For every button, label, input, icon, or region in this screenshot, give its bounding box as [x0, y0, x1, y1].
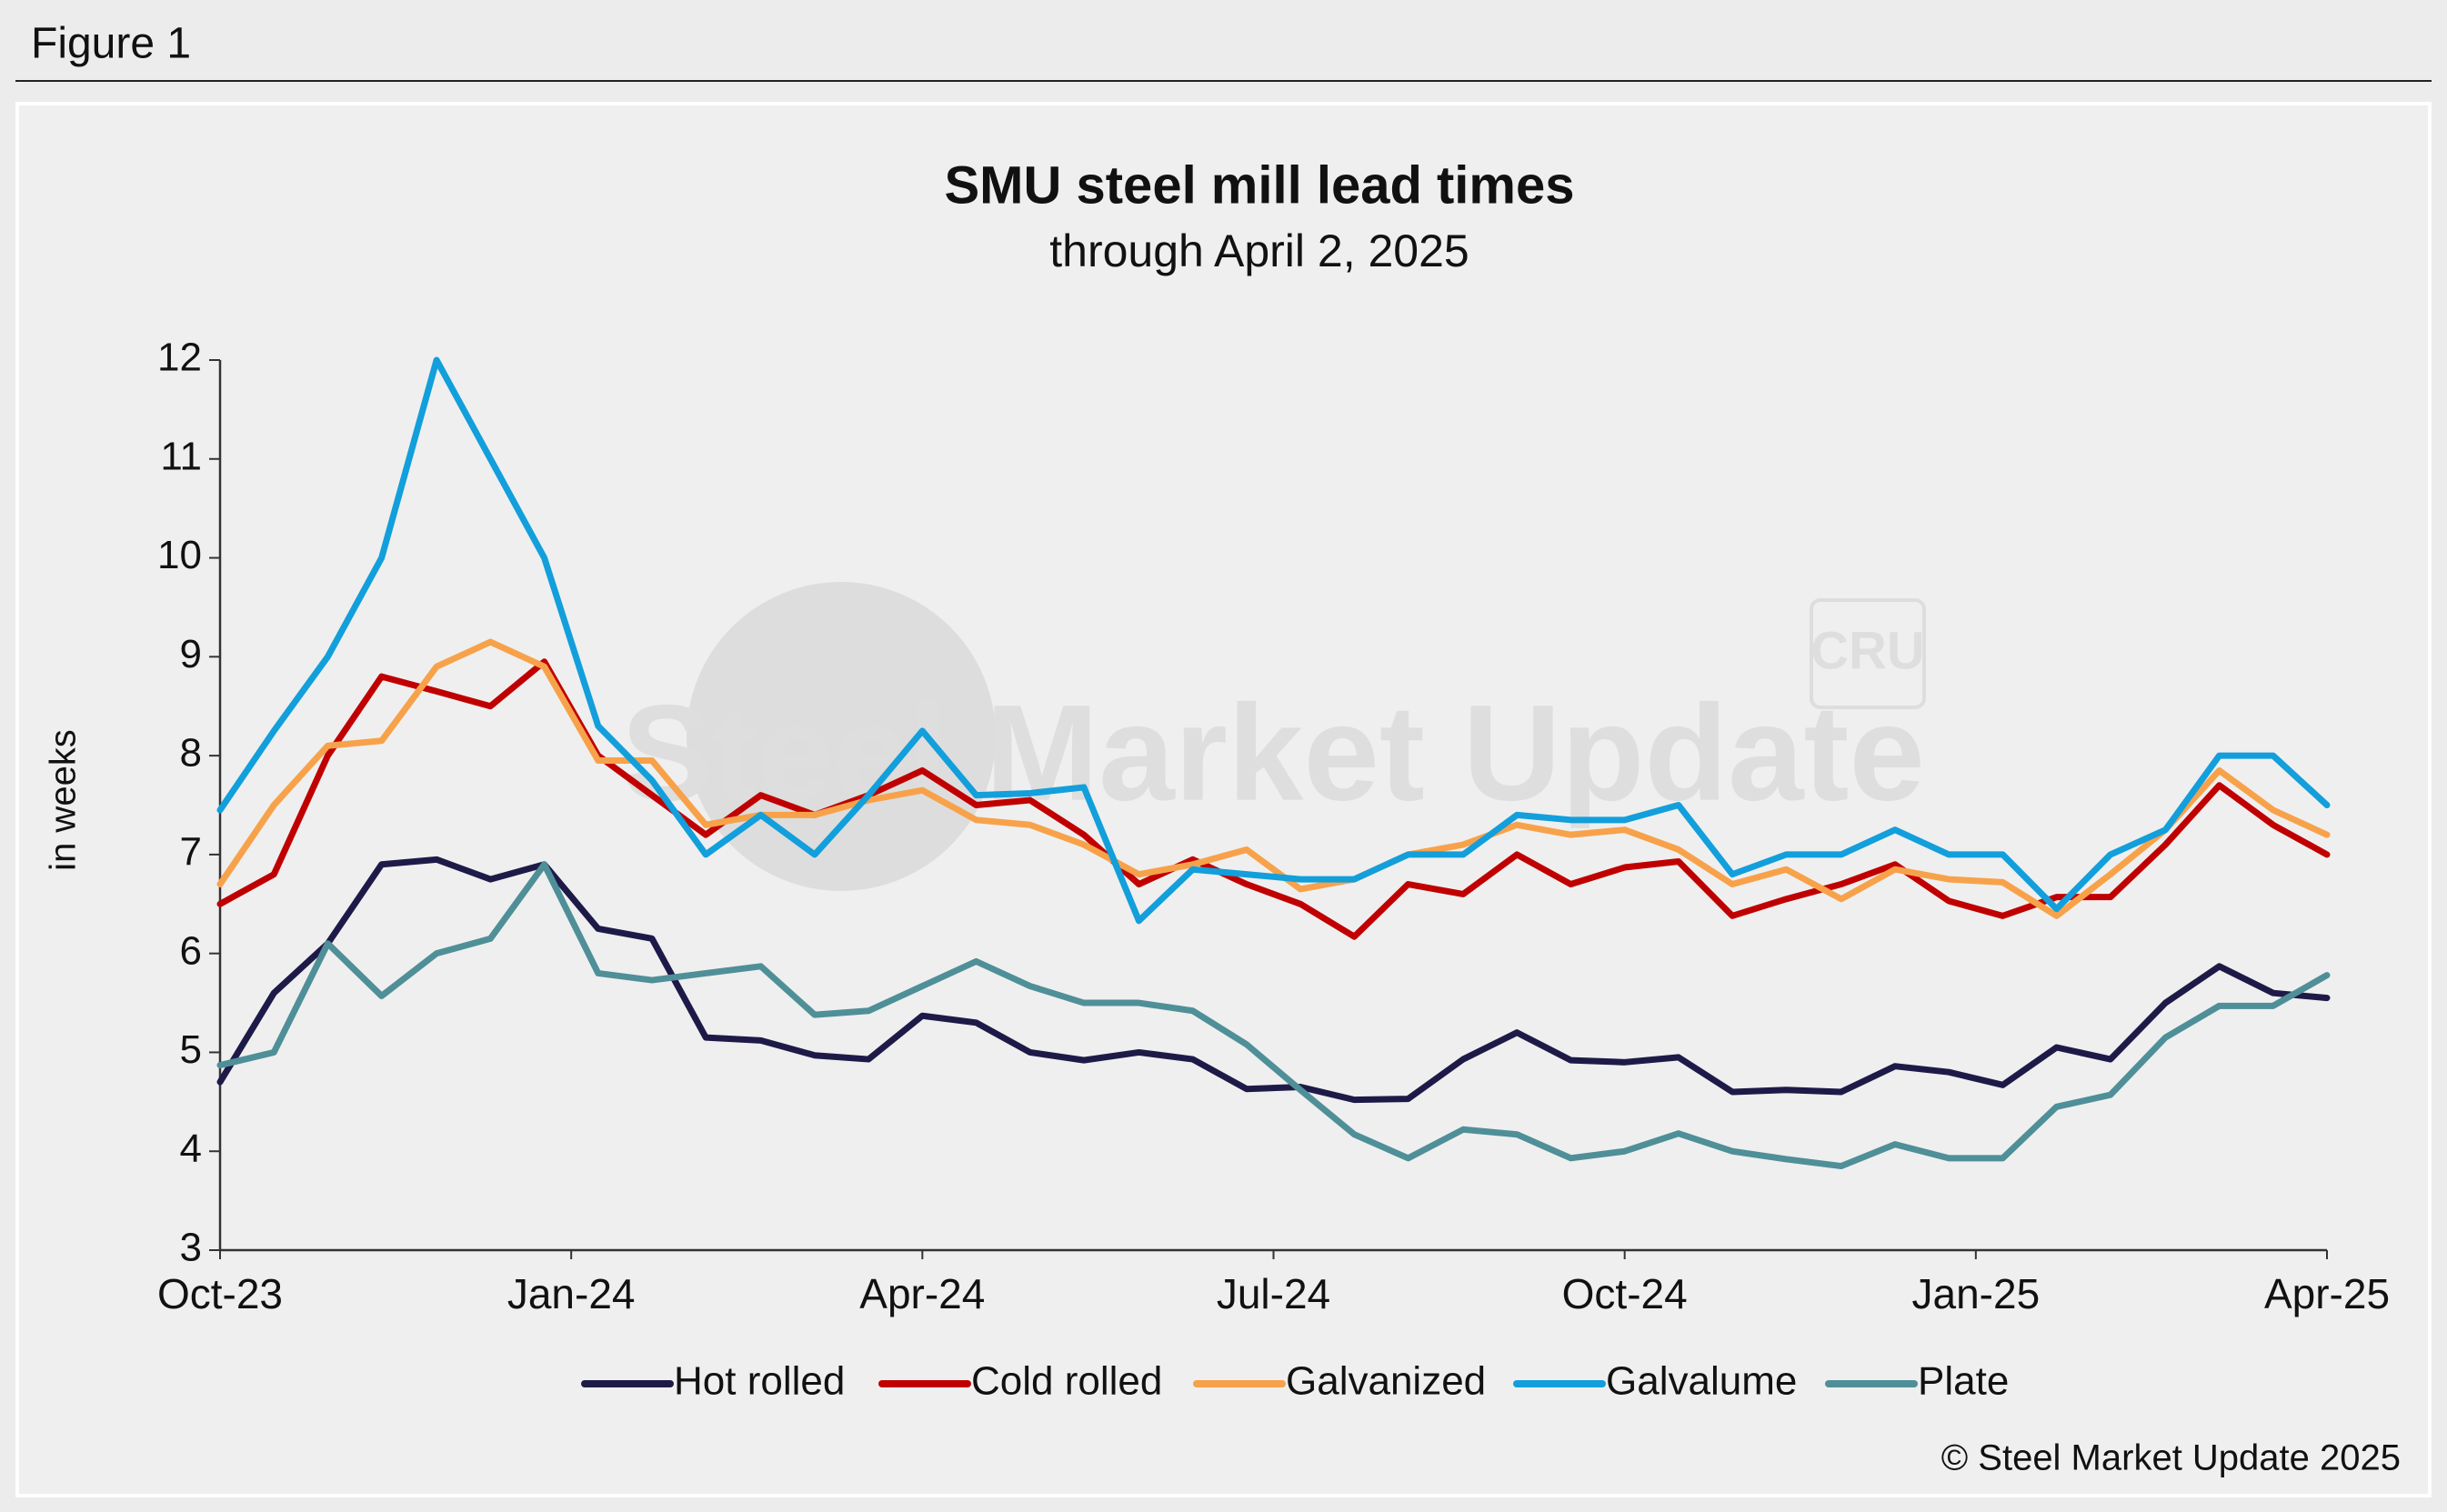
copyright: © Steel Market Update 2025: [1941, 1438, 2401, 1478]
y-tick-label: 6: [180, 928, 202, 973]
legend-label: Galvalume: [1606, 1359, 1797, 1404]
watermark-logo: CRU: [1810, 621, 1925, 680]
series-line: [216, 861, 2331, 1170]
chart-title: SMU steel mill lead times: [944, 155, 1574, 215]
legend-label: Cold rolled: [971, 1359, 1162, 1404]
x-tick-label: Jan-25: [1912, 1270, 2041, 1317]
series-line: [216, 356, 2331, 925]
x-tick-label: Jul-24: [1217, 1270, 1330, 1317]
x-tick-label: Jan-24: [507, 1270, 636, 1317]
y-tick-label: 5: [180, 1027, 202, 1072]
watermark-logo-box: [1810, 598, 1926, 709]
y-tick-label: 11: [160, 434, 202, 478]
figure-label: Figure 1: [31, 20, 191, 68]
legend-label: Hot rolled: [674, 1359, 845, 1404]
series-line: [216, 638, 2331, 919]
y-tick-label: 7: [180, 830, 202, 875]
series-line: [216, 856, 2331, 1104]
x-tick-label: Apr-25: [2264, 1270, 2390, 1317]
chart-frame: [15, 102, 2432, 1497]
y-axis-label: in weeks: [44, 729, 84, 871]
x-tick-label: Oct-23: [157, 1270, 283, 1317]
legend-label: Galvanized: [1286, 1359, 1486, 1404]
y-tick-label: 8: [180, 731, 202, 776]
chart-subtitle: through April 2, 2025: [1049, 225, 1469, 276]
watermark: Steel Market Update CRU: [621, 582, 1926, 891]
watermark-brand: Steel Market Update: [621, 676, 1925, 829]
legend-label: Plate: [1918, 1359, 2009, 1404]
y-tick-label: 12: [157, 335, 202, 380]
y-tick-label: 3: [180, 1226, 202, 1270]
y-tick-label: 10: [157, 533, 202, 577]
x-tick-label: Oct-24: [1562, 1270, 1688, 1317]
x-tick-label: Apr-24: [859, 1270, 985, 1317]
y-tick-label: 4: [180, 1126, 202, 1171]
y-tick-label: 9: [180, 632, 202, 676]
